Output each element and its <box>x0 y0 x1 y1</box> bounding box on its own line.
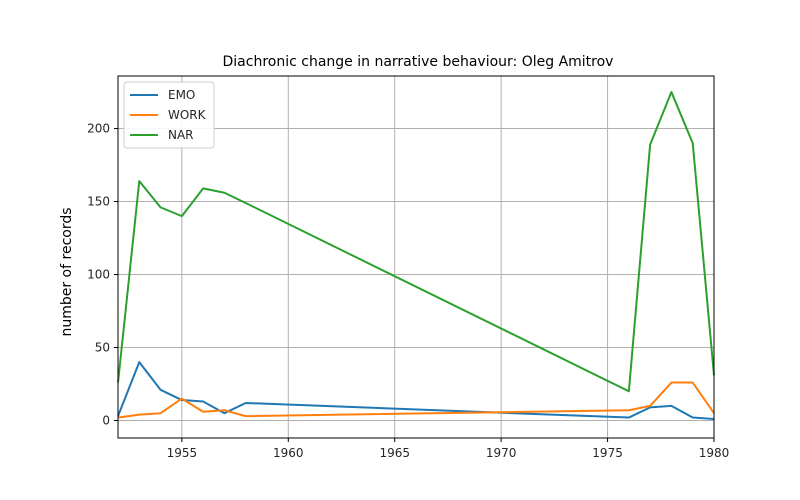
x-tick-label: 1970 <box>486 446 517 460</box>
x-axis: 1955 1960 1965 1970 1975 1980 <box>167 438 730 460</box>
chart-title: Diachronic change in narrative behaviour… <box>223 54 614 70</box>
plot-frame <box>117 75 715 439</box>
x-tick-label: 1975 <box>592 446 623 460</box>
x-tick-label: 1955 <box>167 446 198 460</box>
y-axis: 0 50 100 150 200 <box>87 122 118 427</box>
legend-box <box>123 81 215 149</box>
legend-label-nar: NAR <box>168 128 194 142</box>
series-layer <box>117 91 715 421</box>
series-line-emo <box>117 361 715 421</box>
y-tick-label: 100 <box>87 268 110 282</box>
x-tick-label: 1965 <box>379 446 410 460</box>
y-tick-label: 0 <box>102 413 110 427</box>
legend-label-work: WORK <box>168 108 207 122</box>
x-tick-label: 1980 <box>699 446 730 460</box>
series-line-nar <box>117 91 715 393</box>
legend-label-emo: EMO <box>168 88 195 102</box>
y-tick-label: 200 <box>87 122 110 136</box>
x-tick-label: 1960 <box>273 446 304 460</box>
series-line-work <box>117 381 715 419</box>
y-tick-label: 150 <box>87 195 110 209</box>
y-tick-label: 50 <box>95 341 110 355</box>
legend: EMO WORK NAR <box>123 81 215 149</box>
y-axis-label: number of records <box>59 207 75 336</box>
